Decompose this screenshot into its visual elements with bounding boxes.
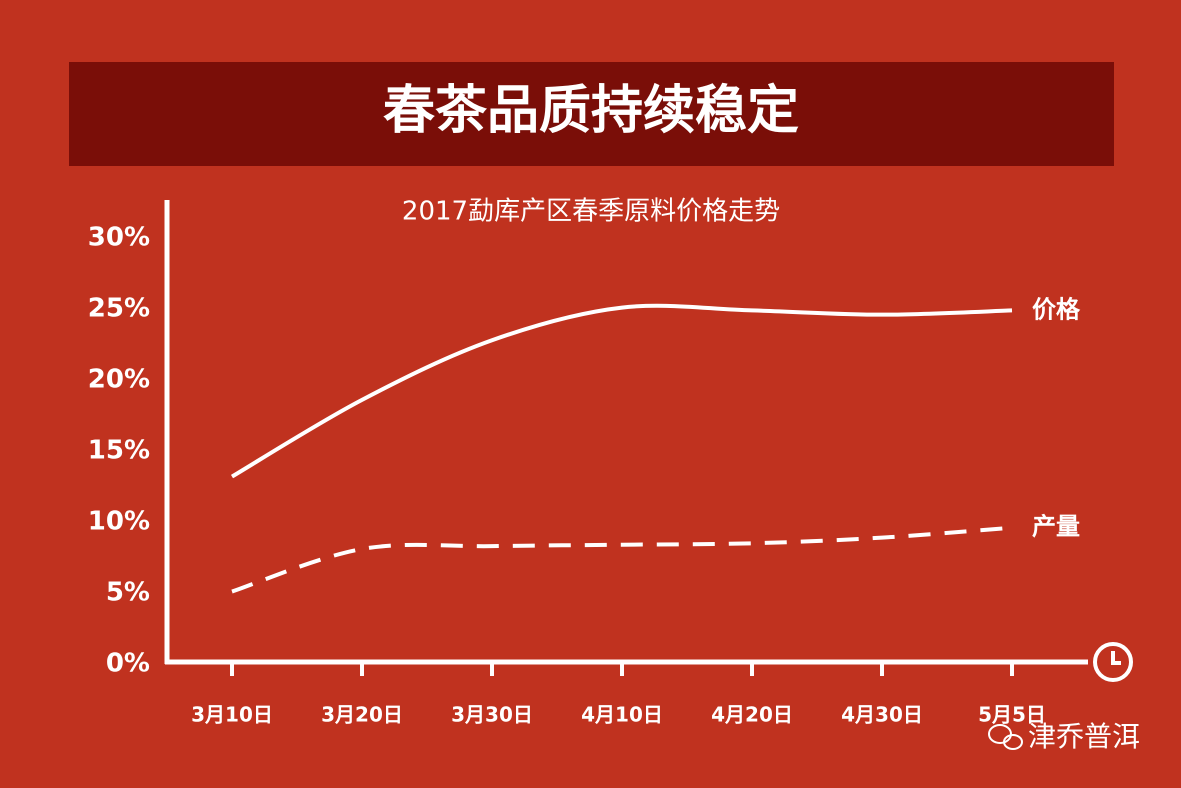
x-tick-label: 4月10日: [581, 703, 663, 727]
y-tick-label: 0%: [106, 649, 150, 679]
series-line: [230, 303, 1013, 479]
title-banner: [69, 62, 1114, 166]
x-tick-label: 3月10日: [191, 703, 273, 727]
y-tick-label: 10%: [88, 507, 150, 537]
y-tick-label: 20%: [88, 365, 150, 395]
x-tick-label: 4月30日: [841, 703, 923, 727]
series-label: 产量: [1032, 513, 1080, 541]
x-tick-label: 3月20日: [321, 703, 403, 727]
x-tick-label: 5月5日: [978, 703, 1046, 727]
y-tick-label: 5%: [106, 578, 150, 608]
watermark: 津乔普洱: [1028, 720, 1140, 753]
y-tick-label: 25%: [88, 294, 150, 324]
series-label: 价格: [1032, 295, 1081, 323]
chart-subtitle: 2017勐库产区春季原料价格走势: [402, 197, 780, 227]
clock-icon: [1093, 642, 1133, 682]
series-line: [231, 525, 1013, 594]
chart-title: 春茶品质持续稳定: [383, 81, 799, 141]
y-tick-label: 30%: [88, 223, 150, 253]
y-tick-label: 15%: [88, 436, 150, 466]
wechat-icon: [988, 724, 1023, 750]
x-tick-label: 4月20日: [711, 703, 793, 727]
x-tick-label: 3月30日: [451, 703, 533, 727]
